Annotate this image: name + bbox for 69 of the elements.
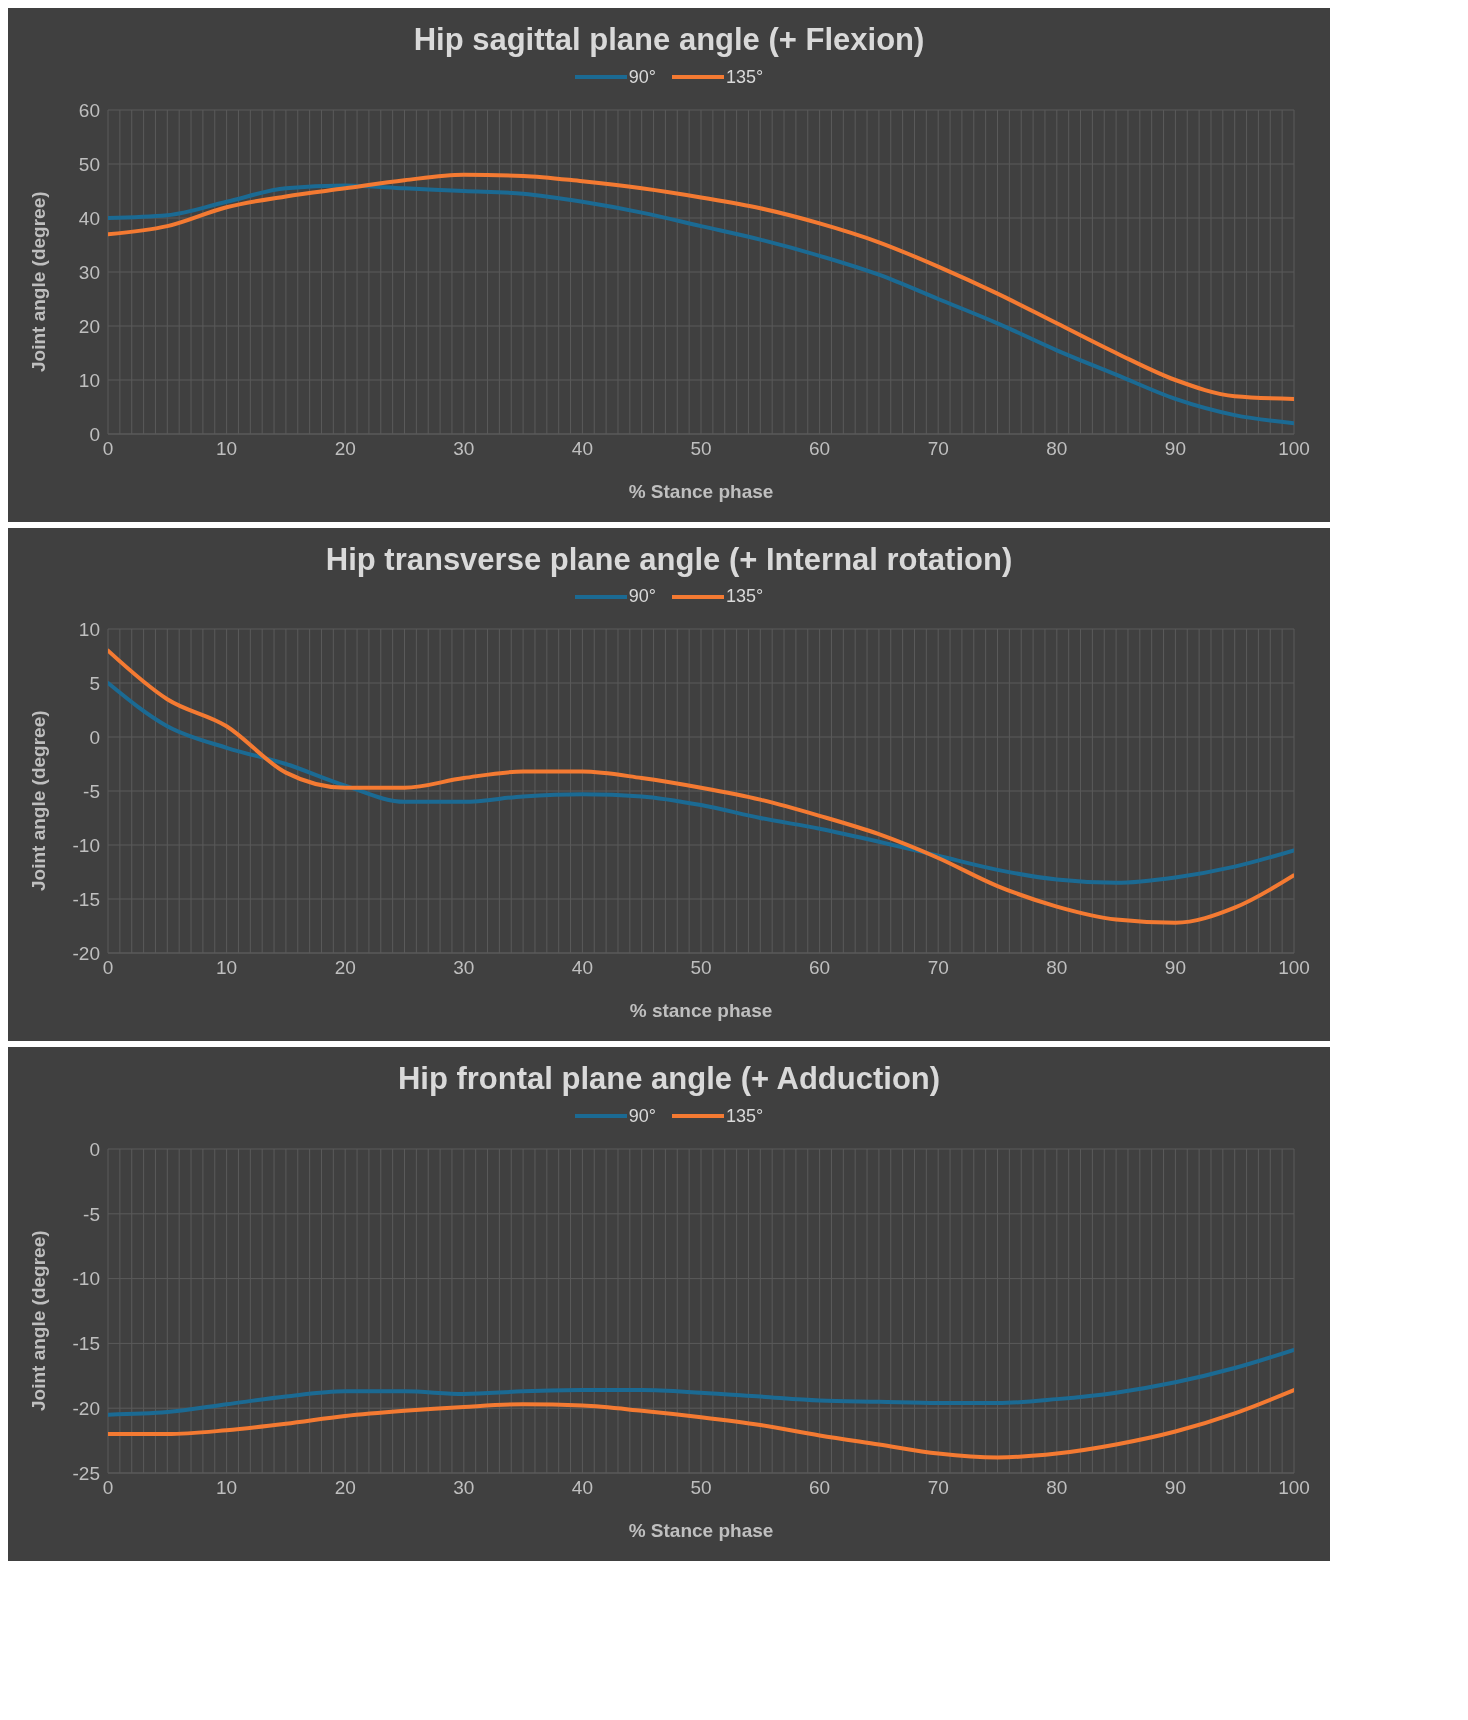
y-tick-label: -10 xyxy=(72,1267,100,1289)
x-tick-label: 90 xyxy=(1164,1476,1186,1498)
y-tick-label: -20 xyxy=(72,942,100,964)
legend-label: 90° xyxy=(628,1105,656,1127)
y-tick-label: 10 xyxy=(78,369,100,391)
x-axis-title: % stance phase xyxy=(629,1000,773,1021)
x-tick-label: 90 xyxy=(1164,957,1186,979)
line-series xyxy=(108,681,1294,885)
x-tick-label: 40 xyxy=(571,957,593,979)
y-axis-title: Joint angle (degree) xyxy=(27,1229,49,1411)
y-axis-title: Joint angle (degree) xyxy=(27,710,49,891)
y-tick-label: -10 xyxy=(72,834,100,856)
x-tick-label: 50 xyxy=(690,437,712,459)
y-tick-label: 30 xyxy=(78,261,100,283)
y-tick-label: 0 xyxy=(89,726,100,748)
y-tick-label: -5 xyxy=(83,1203,100,1225)
x-tick-label: 70 xyxy=(927,437,949,459)
y-tick-label: -5 xyxy=(83,780,100,802)
x-tick-label: 60 xyxy=(809,437,831,459)
x-tick-label: 50 xyxy=(690,1476,712,1498)
y-tick-label: 0 xyxy=(89,1138,100,1160)
x-tick-label: 30 xyxy=(453,437,475,459)
y-tick-label: -15 xyxy=(72,888,100,910)
x-tick-label: 40 xyxy=(571,437,593,459)
y-tick-label: 40 xyxy=(78,207,100,229)
x-tick-label: 20 xyxy=(334,1476,356,1498)
x-tick-label: 60 xyxy=(809,1476,831,1498)
line-series xyxy=(108,1387,1294,1459)
x-tick-label: 50 xyxy=(690,957,712,979)
x-tick-label: 40 xyxy=(571,1476,593,1498)
legend-label: 90° xyxy=(628,586,656,607)
x-axis-title: % Stance phase xyxy=(628,1519,774,1541)
line-series xyxy=(108,648,1294,925)
x-tick-label: 10 xyxy=(216,957,238,979)
legend-label: 135° xyxy=(726,586,764,607)
chart-title: Hip sagittal plane angle (+ Flexion) xyxy=(412,22,926,58)
x-tick-label: 20 xyxy=(334,437,356,459)
legend-label: 90° xyxy=(628,66,656,88)
x-tick-label: 80 xyxy=(1046,957,1068,979)
x-tick-label: 10 xyxy=(216,437,238,459)
x-axis-title: % Stance phase xyxy=(628,480,774,502)
line-series xyxy=(108,1347,1294,1417)
chart-title: Hip frontal plane angle (+ Adduction) xyxy=(396,1061,942,1097)
y-tick-label: 60 xyxy=(78,99,100,121)
x-tick-label: 30 xyxy=(453,957,475,979)
y-tick-label: -20 xyxy=(72,1397,100,1419)
y-tick-label: 5 xyxy=(89,672,100,694)
x-tick-label: 70 xyxy=(927,1476,949,1498)
x-tick-label: 60 xyxy=(809,957,831,979)
x-tick-label: 100 xyxy=(1278,1476,1310,1498)
x-tick-label: 80 xyxy=(1046,437,1068,459)
x-tick-label: 10 xyxy=(216,1476,238,1498)
y-axis-title: Joint angle (degree) xyxy=(27,190,49,372)
chart-title: Hip transverse plane angle (+ Internal rotation) xyxy=(324,541,1014,578)
legend-label: 135° xyxy=(726,66,764,88)
y-tick-label: 20 xyxy=(78,315,100,337)
y-tick-label: -15 xyxy=(72,1332,100,1354)
x-tick-label: 90 xyxy=(1164,437,1186,459)
y-tick-label: 50 xyxy=(78,153,100,175)
x-tick-label: 70 xyxy=(927,957,949,979)
legend-label: 135° xyxy=(726,1105,764,1127)
y-tick-label: -25 xyxy=(72,1462,100,1484)
y-tick-label: 10 xyxy=(78,618,100,640)
x-tick-label: 20 xyxy=(334,957,356,979)
x-tick-label: 100 xyxy=(1278,957,1310,979)
x-tick-label: 100 xyxy=(1278,437,1310,459)
x-tick-label: 80 xyxy=(1046,1476,1068,1498)
y-tick-label: 0 xyxy=(89,423,100,445)
x-tick-label: 30 xyxy=(453,1476,475,1498)
